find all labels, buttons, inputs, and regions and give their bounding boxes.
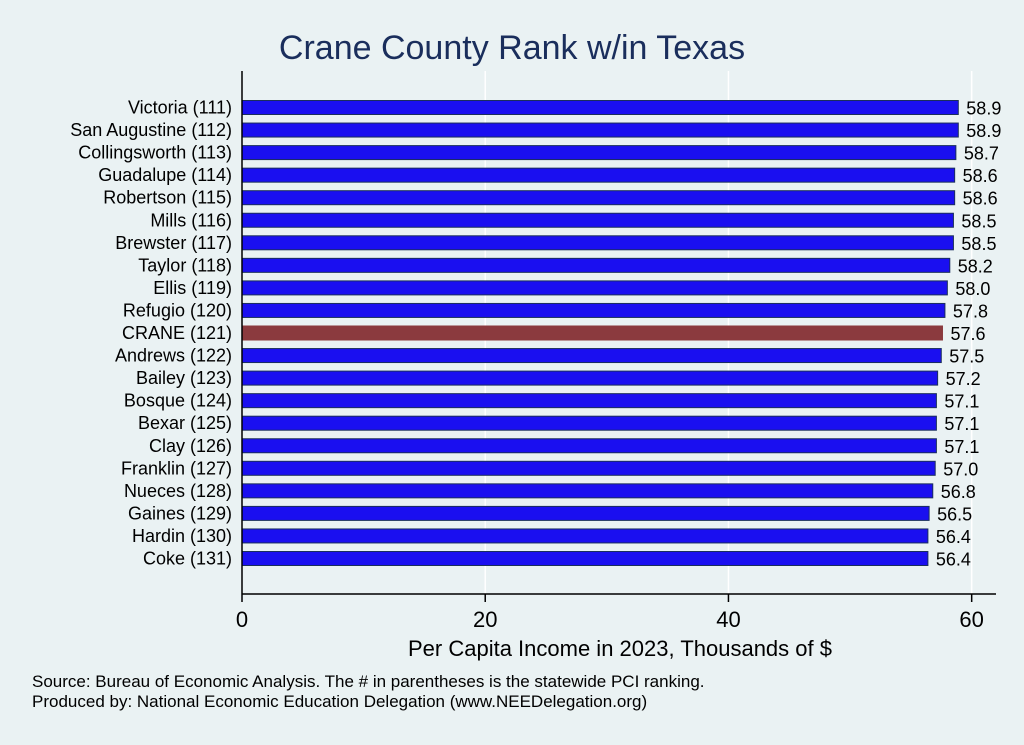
category-label: Bexar (125) bbox=[138, 413, 232, 433]
category-label: Victoria (111) bbox=[128, 98, 232, 118]
x-axis-ticks: 0 20 40 60 bbox=[236, 594, 984, 632]
bar bbox=[241, 302, 946, 318]
value-label: 57.0 bbox=[943, 459, 978, 479]
category-label: San Augustine (112) bbox=[70, 120, 232, 140]
bar bbox=[241, 551, 929, 566]
category-label: Clay (126) bbox=[149, 436, 232, 456]
bar bbox=[241, 145, 957, 161]
category-label: Robertson (115) bbox=[103, 188, 232, 208]
category-label: Coke (131) bbox=[143, 549, 232, 569]
bar bbox=[241, 167, 956, 183]
bar bbox=[241, 438, 937, 454]
x-tick-label: 60 bbox=[959, 607, 983, 632]
value-label: 56.5 bbox=[937, 504, 972, 524]
category-label: Mills (116) bbox=[150, 210, 232, 230]
bar bbox=[241, 460, 936, 476]
value-label: 56.4 bbox=[936, 550, 971, 570]
value-label: 57.1 bbox=[944, 414, 979, 434]
value-label: 57.1 bbox=[944, 392, 979, 412]
x-tick-label: 0 bbox=[236, 607, 248, 632]
bar bbox=[241, 122, 959, 138]
bar bbox=[241, 235, 954, 251]
chart-title: Crane County Rank w/in Texas bbox=[279, 29, 745, 67]
value-label: 58.6 bbox=[963, 166, 998, 186]
source-note: Source: Bureau of Economic Analysis. The… bbox=[32, 672, 705, 691]
category-label: Bosque (124) bbox=[124, 391, 232, 411]
x-axis-title: Per Capita Income in 2023, Thousands of … bbox=[408, 636, 832, 661]
category-label: Andrews (122) bbox=[115, 346, 232, 366]
bar bbox=[241, 280, 948, 296]
category-label: Refugio (120) bbox=[123, 300, 232, 320]
bar bbox=[241, 370, 939, 386]
value-label: 57.1 bbox=[944, 437, 979, 457]
value-label: 58.6 bbox=[963, 189, 998, 209]
category-label: Bailey (123) bbox=[136, 368, 232, 388]
value-label: 58.9 bbox=[966, 121, 1001, 141]
category-label: Hardin (130) bbox=[132, 526, 232, 546]
bar bbox=[241, 348, 942, 364]
category-label: Gaines (129) bbox=[128, 503, 232, 523]
x-tick-label: 40 bbox=[716, 607, 740, 632]
value-label: 58.2 bbox=[958, 256, 993, 276]
category-labels: Victoria (111)San Augustine (112) Colling… bbox=[70, 98, 232, 569]
bars bbox=[241, 100, 959, 566]
value-label: 58.5 bbox=[961, 234, 996, 254]
category-label: Guadalupe (114) bbox=[98, 165, 232, 185]
value-labels: 58.958.958.758.658.658.558.558.258.057.8… bbox=[936, 99, 1001, 570]
bar bbox=[241, 415, 937, 431]
bar bbox=[241, 505, 930, 521]
category-label: Brewster (117) bbox=[115, 233, 232, 253]
category-label: Ellis (119) bbox=[153, 278, 232, 298]
bar bbox=[241, 257, 951, 273]
value-label: 56.8 bbox=[941, 482, 976, 502]
bar-highlighted bbox=[241, 325, 943, 341]
value-label: 56.4 bbox=[936, 527, 971, 547]
value-label: 57.2 bbox=[946, 369, 981, 389]
x-tick-label: 20 bbox=[473, 607, 497, 632]
value-label: 57.8 bbox=[953, 301, 988, 321]
value-label: 58.7 bbox=[964, 144, 999, 164]
bar bbox=[241, 212, 954, 228]
bar bbox=[241, 100, 959, 115]
bar bbox=[241, 393, 937, 409]
value-label: 58.9 bbox=[966, 99, 1001, 119]
category-label: Collingsworth (113) bbox=[78, 143, 232, 163]
producer-note: Produced by: National Economic Education… bbox=[32, 692, 648, 711]
value-label: 57.6 bbox=[950, 324, 985, 344]
value-label: 57.5 bbox=[949, 347, 984, 367]
bar bbox=[241, 528, 929, 544]
category-label: Nueces (128) bbox=[124, 481, 232, 501]
category-label: Franklin (127) bbox=[121, 458, 232, 478]
category-label: CRANE (121) bbox=[122, 323, 232, 343]
value-label: 58.0 bbox=[955, 279, 990, 299]
value-label: 58.5 bbox=[961, 211, 996, 231]
category-label: Taylor (118) bbox=[138, 255, 232, 275]
bar bbox=[241, 483, 934, 499]
bar bbox=[241, 190, 956, 206]
